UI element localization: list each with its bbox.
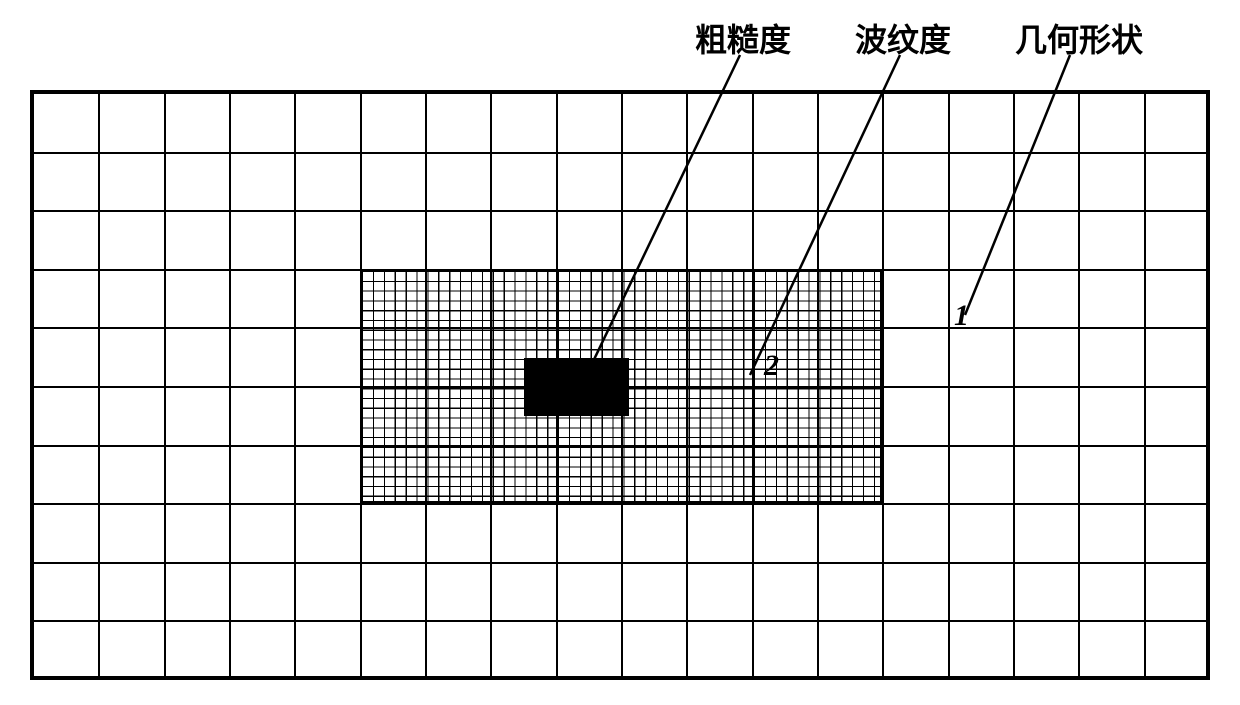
label-geometry: 几何形状 — [1015, 15, 1143, 61]
label-waviness: 波纹度 — [855, 15, 951, 61]
diagram-area: 1 2 — [30, 90, 1210, 680]
marker-1: 1 — [954, 299, 969, 333]
marker-2: 2 — [764, 349, 779, 383]
fine-block — [524, 358, 629, 417]
label-roughness: 粗糙度 — [695, 15, 791, 61]
